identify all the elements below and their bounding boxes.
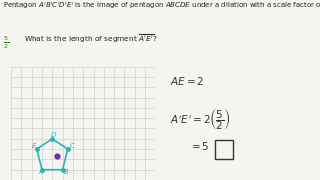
Text: E: E	[32, 143, 36, 149]
Text: Pentagon $\it{A'B'C'D'E'}$ is the image of pentagon $\it{ABCDE}$ under a dilatio: Pentagon $\it{A'B'C'D'E'}$ is the image …	[3, 1, 320, 12]
Text: B: B	[64, 169, 69, 175]
Text: $\frac{5}{2}$: $\frac{5}{2}$	[3, 35, 9, 51]
Text: $A'E' = 2\left(\dfrac{5}{2}\right)$: $A'E' = 2\left(\dfrac{5}{2}\right)$	[170, 106, 230, 132]
Text: C: C	[70, 143, 75, 149]
Text: D: D	[51, 132, 57, 138]
Text: $AE = 2$: $AE = 2$	[170, 75, 204, 87]
Text: A: A	[39, 169, 44, 175]
Text: What is the length of segment $\overline{A'E'}$?: What is the length of segment $\overline…	[24, 32, 158, 45]
Text: $= 5$: $= 5$	[189, 140, 209, 152]
